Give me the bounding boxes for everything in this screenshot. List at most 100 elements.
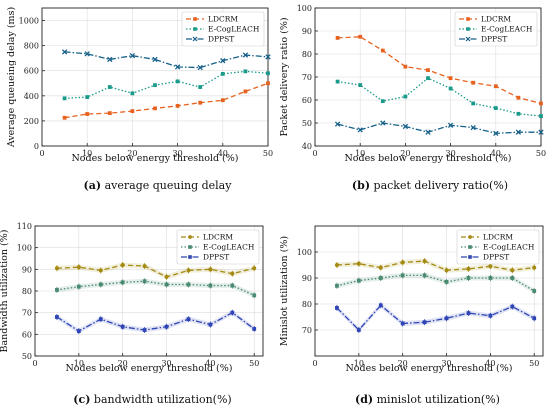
legend-marker	[188, 245, 192, 249]
series-line	[56, 264, 255, 278]
series-line	[336, 260, 535, 271]
data-point	[76, 284, 81, 289]
data-point	[471, 101, 476, 106]
data-point	[380, 48, 385, 53]
series-dppst	[61, 49, 271, 71]
series-e-cogleach	[335, 76, 543, 118]
data-point	[107, 85, 112, 89]
caption-a-letter: (a)	[83, 179, 102, 192]
y-tick-label: 200	[24, 117, 39, 126]
caption-c-letter: (c)	[73, 393, 91, 406]
x-tick-label: 40	[205, 359, 215, 368]
data-point	[358, 83, 363, 87]
y-tick-label: 90	[302, 274, 312, 283]
data-point	[76, 329, 81, 333]
data-point	[334, 263, 339, 267]
data-point	[444, 316, 449, 321]
x-tick-label: 10	[74, 359, 84, 368]
y-axis-label: Bandwidth utilization (%)	[0, 230, 10, 353]
data-point	[335, 306, 339, 310]
data-point	[444, 280, 449, 284]
x-tick-label: 0	[32, 359, 37, 368]
data-point	[444, 268, 449, 273]
y-tick-label: 800	[24, 42, 39, 51]
data-point	[152, 56, 158, 63]
data-point	[400, 321, 405, 326]
data-point	[358, 34, 363, 39]
data-point	[85, 95, 90, 99]
series-line	[64, 51, 269, 69]
data-point	[129, 53, 136, 59]
legend-label: DPPST	[203, 253, 229, 262]
series-line	[337, 77, 542, 117]
chart-average-queuing-delay: 0 200 400 600 800 1000 0 10 20 30 40 50 Nodes below …	[6, 7, 273, 164]
data-point	[539, 114, 543, 118]
y-tick-label: 60	[22, 330, 32, 339]
data-point	[357, 127, 363, 133]
data-point	[84, 51, 90, 57]
data-point	[55, 288, 59, 292]
legend-box	[456, 229, 540, 265]
x-tick-label: 20	[400, 149, 410, 158]
x-tick-label: 0	[312, 149, 317, 158]
data-point	[164, 282, 169, 287]
x-tick-label: 50	[249, 359, 259, 368]
x-tick-label: 30	[161, 359, 171, 368]
data-point	[164, 274, 169, 279]
data-point	[130, 91, 135, 96]
legend-box	[176, 229, 260, 265]
data-point	[230, 271, 235, 276]
data-point	[532, 316, 537, 321]
data-point	[198, 100, 203, 105]
caption-c-text: bandwidth utilization(%)	[93, 393, 232, 406]
x-tick-label: 20	[398, 359, 408, 368]
data-point	[422, 273, 427, 278]
data-point	[62, 96, 67, 101]
data-point	[220, 58, 226, 64]
data-point	[76, 265, 81, 270]
x-tick-label: 0	[39, 149, 44, 158]
x-axis-label: Nodes below energy threshold (%)	[345, 363, 512, 374]
x-tick-label: 30	[173, 149, 183, 158]
data-point	[198, 85, 203, 89]
data-point	[426, 68, 430, 72]
legend-label: E-CogLEACH	[208, 25, 260, 34]
data-point	[335, 36, 340, 40]
data-point	[243, 69, 248, 74]
legend-marker	[468, 255, 472, 259]
legend-marker	[188, 235, 192, 239]
data-point	[174, 64, 181, 70]
data-point	[538, 129, 544, 135]
x-tick-label: 20	[127, 149, 137, 158]
data-point	[252, 266, 257, 271]
data-point	[153, 106, 157, 111]
legend-marker	[466, 27, 470, 31]
y-tick-label: 40	[302, 142, 312, 151]
data-point	[85, 112, 90, 116]
caption-b-text: packet delivery ratio(%)	[373, 179, 509, 192]
series-e-cogleach	[62, 69, 270, 101]
data-point	[539, 101, 543, 106]
data-point	[378, 303, 383, 308]
data-point	[175, 79, 180, 84]
x-axis-label: Nodes below energy threshold (%)	[71, 153, 238, 164]
data-point	[164, 324, 169, 329]
data-point	[403, 64, 408, 69]
data-point	[488, 276, 493, 280]
data-point	[186, 317, 191, 322]
data-point	[378, 265, 383, 270]
y-tick-label: 1000	[19, 17, 39, 26]
legend-label: DPPST	[208, 35, 234, 44]
data-point	[378, 276, 383, 280]
data-point	[356, 328, 361, 332]
data-point	[422, 259, 427, 264]
data-point	[470, 124, 476, 131]
series-e-cogleach	[55, 278, 257, 299]
data-point	[334, 121, 341, 127]
data-point	[493, 106, 498, 110]
series-line	[56, 280, 255, 296]
data-point	[402, 123, 409, 130]
x-tick-label: 0	[312, 359, 317, 368]
data-point	[426, 76, 430, 81]
